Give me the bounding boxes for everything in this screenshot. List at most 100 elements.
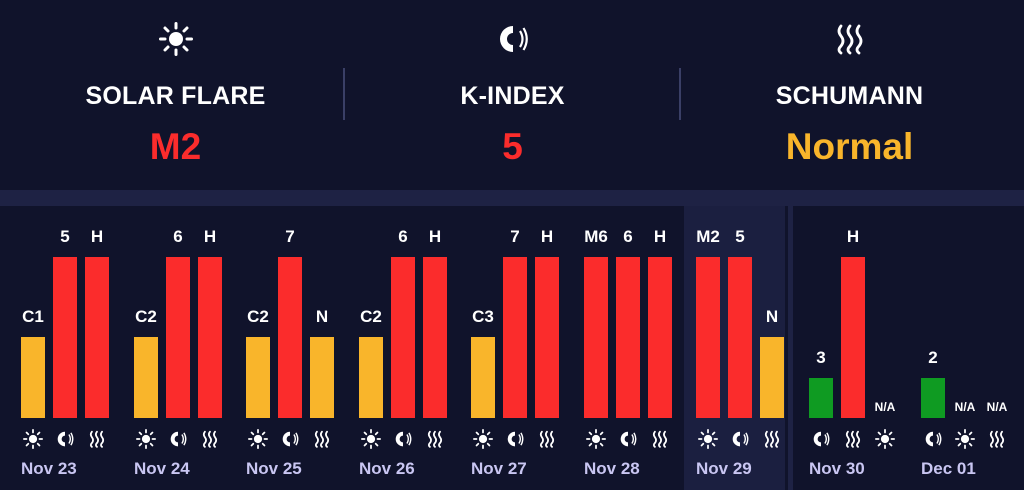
magnet-icon [503,428,527,450]
bar-label-schumann: N/A [986,400,1008,414]
day-date: Nov 25 [246,459,302,478]
header-divider [679,68,681,120]
bar-label-kindex: 6 [623,227,633,246]
bar-label-schumann: N [315,307,329,326]
bar-solar [246,337,270,418]
schumann-label: SCHUMANN [775,82,924,110]
bar-schumann [535,257,559,418]
sun-icon [696,428,720,450]
bar-schumann [648,257,672,418]
bar-label-schumann: H [428,227,442,246]
magnet-icon [391,428,415,450]
bar-label-schumann: H [540,227,554,246]
waves-icon [648,428,672,450]
bar-label-kindex: 2 [928,348,938,367]
bar-label-schumann: H [653,227,667,246]
waves-icon [679,22,1020,56]
bar-label-solar: M2 [696,227,720,246]
sun-icon [21,428,45,450]
k-index-metric: K-INDEX 5 [342,0,683,190]
sun-icon [246,428,270,450]
day-date: Nov 29 [696,459,752,478]
bar-solar [134,337,158,418]
bar-label-kindex: 3 [816,348,826,367]
bar-label-solar: C2 [360,307,382,326]
bar-kindex [391,257,415,418]
bar-solar [21,337,45,418]
bar-label-solar: N/A [874,400,896,414]
bar-schumann [760,337,784,418]
bar-schumann [310,337,334,418]
bar-kindex [616,257,640,418]
bar-kindex [728,257,752,418]
bar-label-kindex: 6 [398,227,408,246]
bar-label-solar: C2 [247,307,269,326]
day-date: Nov 28 [584,459,640,478]
waves-icon [310,428,334,450]
magnet-icon [809,428,833,450]
header-divider [343,68,345,120]
magnet-icon [342,22,683,56]
magnet-icon [616,428,640,450]
bar-label-schumann: N [765,307,779,326]
day-date: Nov 30 [809,459,865,478]
sun-icon [134,428,158,450]
waves-icon [423,428,447,450]
bar-label-solar: M6 [584,227,608,246]
bar-label-kindex: 6 [173,227,183,246]
bar-label-solar: N/A [954,400,976,414]
waves-icon [985,428,1009,450]
day-date: Nov 23 [21,459,77,478]
bar-kindex [53,257,77,418]
sun-icon [471,428,495,450]
bar-label-schumann: H [90,227,104,246]
day-date: Dec 01 [921,459,976,478]
waves-icon [198,428,222,450]
schumann-metric: SCHUMANN Normal [679,0,1020,190]
bar-label-schumann: H [203,227,217,246]
bar-label-kindex: 5 [60,227,70,246]
waves-icon [841,428,865,450]
bar-kindex [166,257,190,418]
sun-icon [5,22,346,56]
waves-icon [760,428,784,450]
day-date: Nov 26 [359,459,415,478]
magnet-icon [166,428,190,450]
bar-schumann [85,257,109,418]
day-date: Nov 24 [134,459,190,478]
waves-icon [85,428,109,450]
bar-label-kindex: 5 [735,227,745,246]
bar-solar [584,257,608,418]
magnet-icon [728,428,752,450]
bar-kindex [809,378,833,418]
bar-solar [696,257,720,418]
forecast-separator [788,206,793,490]
sun-icon [584,428,608,450]
bar-kindex [278,257,302,418]
sun-icon [953,428,977,450]
waves-icon [535,428,559,450]
bar-label-kindex: 7 [285,227,295,246]
bar-schumann [841,257,865,418]
k-index-value: 5 [502,126,523,167]
bar-label-schumann: H [846,227,860,246]
magnet-icon [278,428,302,450]
section-band [0,190,1024,206]
bar-label-solar: C1 [22,307,44,326]
solar-flare-label: SOLAR FLARE [85,82,266,110]
bar-solar [359,337,383,418]
sun-icon [359,428,383,450]
schumann-value: Normal [785,126,914,167]
magnet-icon [921,428,945,450]
k-index-label: K-INDEX [460,82,565,110]
bar-solar [471,337,495,418]
bar-schumann [423,257,447,418]
magnet-icon [53,428,77,450]
bar-label-solar: C3 [472,307,494,326]
bar-kindex [503,257,527,418]
solar-flare-value: M2 [149,126,202,167]
bar-label-kindex: 7 [510,227,520,246]
day-date: Nov 27 [471,459,527,478]
bar-schumann [198,257,222,418]
solar-flare-metric: SOLAR FLARE M2 [5,0,346,190]
